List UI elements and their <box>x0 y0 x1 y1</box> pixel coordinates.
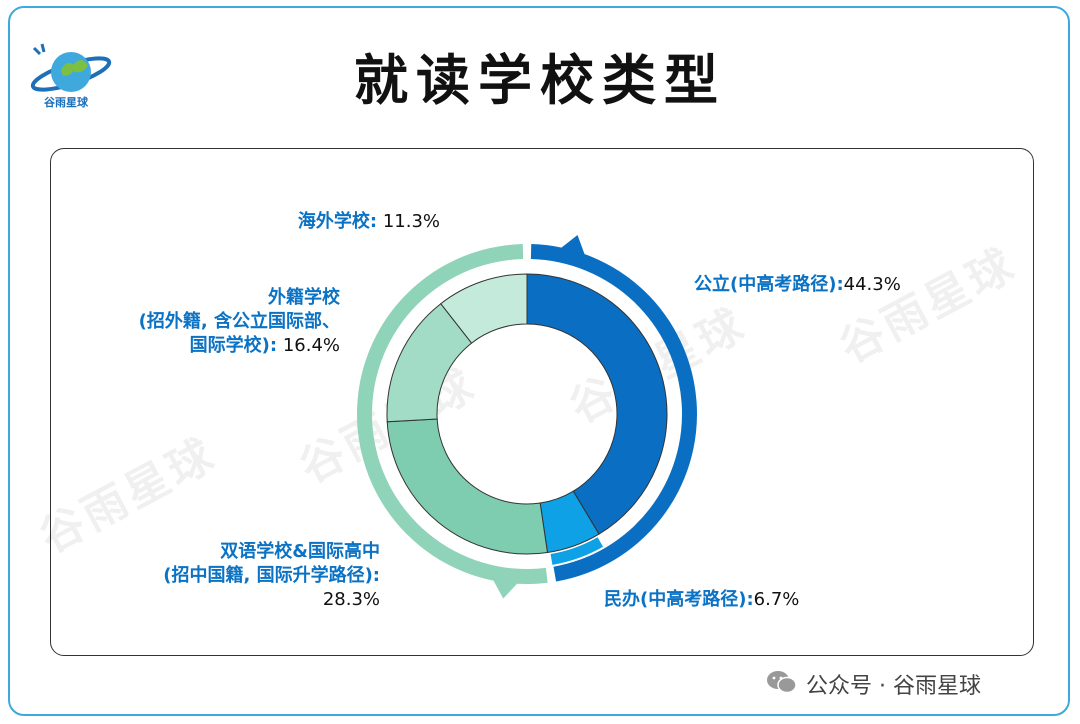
label-overseas: 海外学校: 11.3% <box>220 210 440 234</box>
label-public: 公立(中高考路径):44.3% <box>694 273 994 297</box>
chart-panel <box>50 148 1034 656</box>
donut-slice-2 <box>386 418 549 555</box>
label-foreign-pct: 16.4% <box>282 335 340 356</box>
outer-frame <box>8 6 1070 716</box>
label-private-pct: 6.7% <box>753 589 800 610</box>
label-foreign-line1: 外籍学校 <box>268 287 340 308</box>
label-bilingual-pct: 28.3% <box>322 589 380 610</box>
outer-ring-pointer-1 <box>492 578 519 599</box>
label-bilingual-line1: 双语学校&国际高中 <box>220 541 380 562</box>
footer-text: 公众号 · 谷雨星球 <box>806 674 981 699</box>
label-overseas-pct: 11.3% <box>382 211 440 232</box>
outer-ring-pointer-0 <box>559 234 586 257</box>
logo-text: 谷雨星球 <box>44 96 88 109</box>
label-private: 民办(中高考路径):6.7% <box>604 588 904 612</box>
donut-slice-4 <box>440 273 528 344</box>
label-private-name: 民办(中高考路径): <box>604 589 754 610</box>
label-bilingual-line2: (招中国籍, 国际升学路径): <box>163 565 380 586</box>
private-callout-arc <box>550 537 604 565</box>
label-foreign: 外籍学校 (招外籍, 含公立国际部、 国际学校): 16.4% <box>60 286 340 358</box>
wechat-icon <box>767 671 797 694</box>
planet-leaf-icon <box>30 43 112 92</box>
label-foreign-line2: (招外籍, 含公立国际部、 <box>138 311 340 332</box>
label-public-pct: 44.3% <box>843 274 901 295</box>
label-foreign-line3: 国际学校): <box>189 335 278 356</box>
label-bilingual: 双语学校&国际高中 (招中国籍, 国际升学路径): 28.3% <box>80 540 380 612</box>
label-public-name: 公立(中高考路径): <box>694 274 844 295</box>
donut-slice-0 <box>526 273 668 535</box>
label-overseas-name: 海外学校: <box>297 211 378 232</box>
page-title: 就读学校类型 <box>354 49 726 112</box>
